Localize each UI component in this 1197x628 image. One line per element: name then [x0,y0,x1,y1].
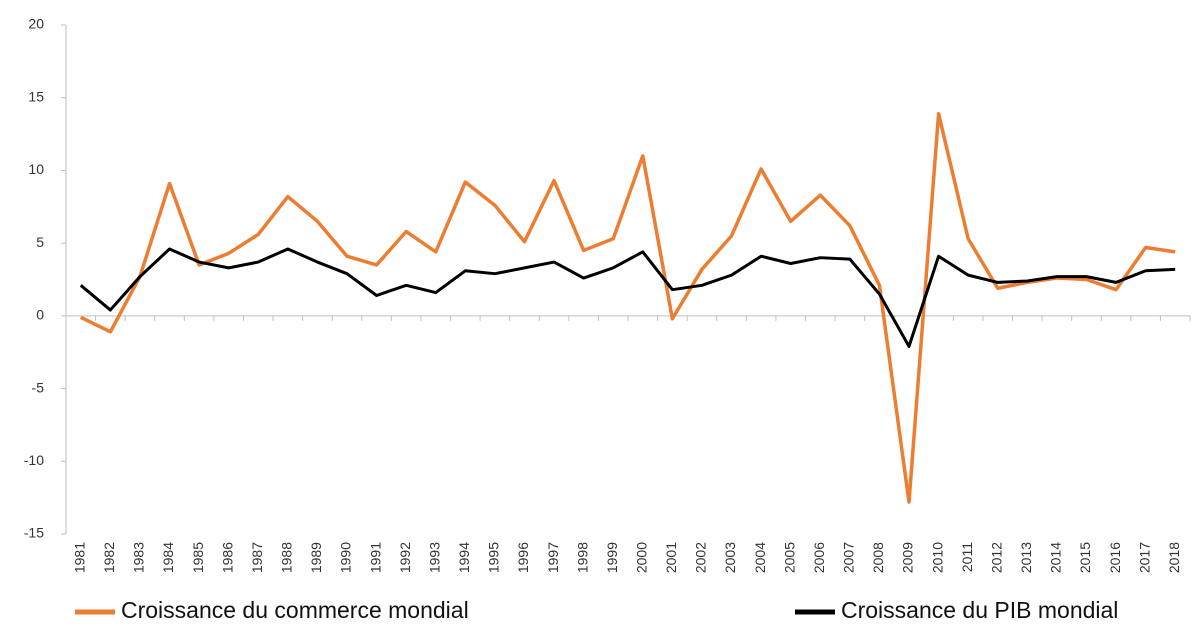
x-tick-label: 1985 [190,542,206,573]
x-tick-label: 1981 [71,542,87,573]
y-tick-label: 10 [28,161,44,177]
x-tick-label: 1982 [101,542,117,573]
legend-label: Croissance du commerce mondial [121,597,469,623]
y-tick-label: 5 [36,234,44,250]
x-tick-label: 2002 [693,542,709,573]
x-tick-label: 1989 [308,542,324,573]
x-tick-label: 2013 [1018,542,1034,573]
line-series [80,111,1176,504]
legend-label: Croissance du PIB mondial [841,597,1118,623]
x-tick-label: 1990 [338,542,354,573]
x-tick-label: 2011 [959,542,975,572]
x-tick-label: 2003 [722,542,738,573]
x-tick-label: 2017 [1136,542,1152,573]
x-tick-label: 1995 [486,542,502,573]
x-tick-label: 1988 [279,542,295,573]
x-tick-label: 2000 [633,542,649,573]
x-tick-label: 1996 [515,542,531,573]
x-tick-label: 1993 [426,542,442,573]
x-tick-label: 1998 [574,542,590,573]
x-tick-label: 2007 [841,542,857,573]
x-tick-label: 1986 [219,542,235,573]
y-tick-label: -15 [24,525,44,541]
x-tick-label: 1999 [604,542,620,573]
x-tick-label: 1987 [249,542,265,573]
x-tick-label: 1992 [397,542,413,573]
y-tick-label: -5 [32,379,45,395]
x-tick-label: 2009 [900,542,916,573]
x-tick-label: 2005 [781,542,797,573]
x-tick-label: 2016 [1107,542,1123,573]
y-tick-label: 15 [28,88,44,104]
y-tick-label: 0 [36,307,44,323]
x-tick-label: 2014 [1048,542,1064,573]
x-tick-label: 1984 [160,542,176,573]
x-tick-label: 2008 [870,542,886,573]
line-series [79,247,1176,348]
x-tick-label: 2004 [752,542,768,573]
x-tick-label: 1991 [367,542,383,573]
x-tick-label: 2012 [988,542,1004,573]
x-tick-label: 2010 [929,542,945,573]
x-tick-label: 1997 [545,542,561,573]
y-tick-label: -10 [24,452,44,468]
x-tick-label: 2006 [811,542,827,573]
x-tick-label: 1994 [456,542,472,573]
x-tick-label: 1983 [131,542,147,573]
x-tick-label: 2015 [1077,542,1093,573]
x-tick-label: 2018 [1166,542,1182,573]
x-tick-label: 2001 [663,542,679,573]
y-tick-label: 20 [28,16,44,32]
